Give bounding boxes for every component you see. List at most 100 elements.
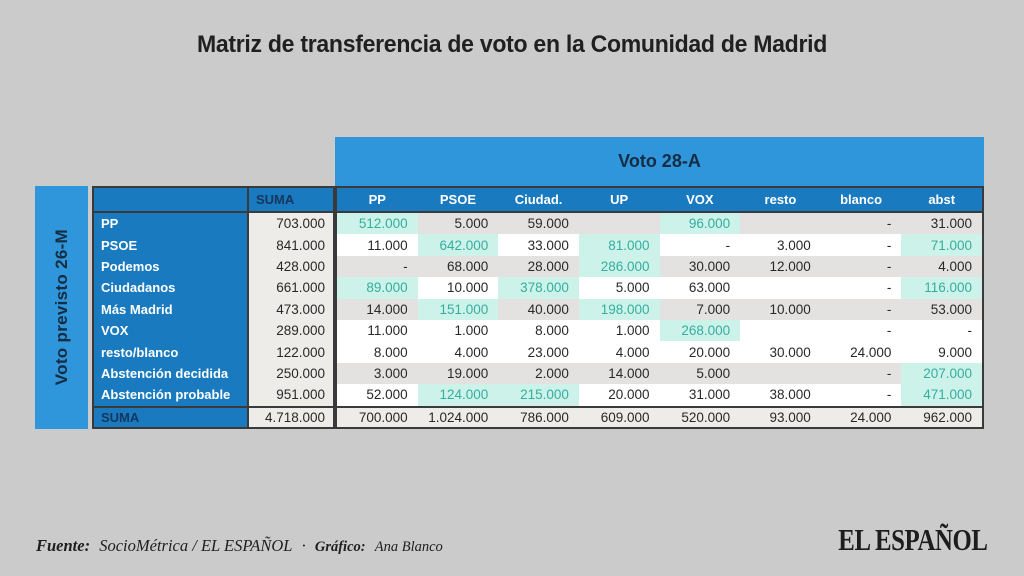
total-suma-value: 4.718.000 <box>247 405 333 428</box>
data-cell: 14.000 <box>578 362 660 385</box>
data-cell: 23.000 <box>498 341 579 363</box>
row-label-cell: PP <box>94 213 247 235</box>
row-label-cell: resto/blanco <box>94 341 247 363</box>
data-cell: 68.000 <box>417 255 499 278</box>
total-row-label: SUMA <box>94 405 247 428</box>
row-label-cell: Abstención probable <box>94 384 247 406</box>
source-credit-line: Fuente: SocioMétrica / EL ESPAÑOL · Gráf… <box>36 536 448 556</box>
data-cell: 24.000 <box>820 341 902 363</box>
voto-26m-band: Voto previsto 26-M <box>35 186 88 429</box>
data-cell: 512.000 <box>337 213 418 235</box>
suma-value-cell: 473.000 <box>247 298 333 320</box>
suma-value-cell: 289.000 <box>247 319 333 342</box>
suma-value-cell: 661.000 <box>247 277 333 299</box>
el-espanol-logo: EL ESPAÑOL <box>838 522 989 557</box>
total-value-cell: 520.000 <box>659 405 741 428</box>
data-cell <box>578 213 660 235</box>
row-label-cell: Ciudadanos <box>94 277 247 299</box>
source-value: SocioMétrica / EL ESPAÑOL <box>99 536 293 555</box>
data-cell: 268.000 <box>659 319 741 342</box>
row-label-cell: PSOE <box>94 234 247 256</box>
data-cell: 642.000 <box>417 234 499 256</box>
data-cell: 19.000 <box>417 362 499 385</box>
data-cell: 31.000 <box>659 384 741 406</box>
row-label-cell: Más Madrid <box>94 298 247 320</box>
data-cell: 1.000 <box>578 319 660 342</box>
source-label: Fuente: <box>36 536 91 555</box>
column-header-cell: UP <box>578 188 660 213</box>
suma-value-cell: 951.000 <box>247 384 333 406</box>
data-cell: 28.000 <box>498 255 579 278</box>
data-cell: 53.000 <box>901 298 982 320</box>
data-cell: 4.000 <box>901 255 982 278</box>
row-label-cell: Abstención decidida <box>94 362 247 385</box>
data-cell: 31.000 <box>901 213 982 235</box>
data-cell: 4.000 <box>417 341 499 363</box>
suma-value-cell: 250.000 <box>247 362 333 385</box>
data-cell: 215.000 <box>498 384 579 406</box>
data-cell: 96.000 <box>659 213 741 235</box>
suma-value-cell: 703.000 <box>247 213 333 235</box>
data-cell: 89.000 <box>337 277 418 299</box>
data-cell: 63.000 <box>659 277 741 299</box>
data-cell: 71.000 <box>901 234 982 256</box>
suma-value-cell: 122.000 <box>247 341 333 363</box>
data-cell: - <box>820 213 902 235</box>
data-cell: - <box>820 298 902 320</box>
data-cell: 30.000 <box>659 255 741 278</box>
data-cell: 52.000 <box>337 384 418 406</box>
column-header-cell: PP <box>337 188 418 213</box>
separator-dot: · <box>301 536 306 555</box>
total-value-cell: 93.000 <box>740 405 821 428</box>
data-cell: - <box>820 255 902 278</box>
data-cell: 38.000 <box>740 384 821 406</box>
corner-cell <box>94 188 247 213</box>
data-cell <box>740 213 821 235</box>
right-block: PP PSOE Ciudad. UP VOX resto blanco abst 512.000… <box>335 186 984 430</box>
data-cell: 10.000 <box>417 277 499 299</box>
data-cell: 11.000 <box>337 234 418 256</box>
data-cell: 33.000 <box>498 234 579 256</box>
data-cell: 30.000 <box>740 341 821 363</box>
data-cell: 198.000 <box>578 298 660 320</box>
data-cell: 8.000 <box>337 341 418 363</box>
data-cell: - <box>820 319 902 342</box>
data-cell: 207.000 <box>901 362 982 385</box>
credit-value: Ana Blanco <box>374 539 443 555</box>
column-header-cell: Ciudad. <box>498 188 579 213</box>
voto-28a-label: Voto 28-A <box>618 151 701 171</box>
data-cell: 151.000 <box>417 298 499 320</box>
left-block: SUMA PP 703.000 PSOE 841.000 Podemos 428.000 Ci… <box>92 186 335 430</box>
data-cell: - <box>820 384 902 406</box>
data-cell: 5.000 <box>578 277 660 299</box>
data-cell: - <box>659 234 741 256</box>
suma-column-header: SUMA <box>247 188 333 213</box>
column-header-cell: blanco <box>820 188 902 213</box>
total-value-cell: 1.024.000 <box>417 405 499 428</box>
column-header-cell: PSOE <box>417 188 499 213</box>
total-value-cell: 609.000 <box>578 405 660 428</box>
data-cell: - <box>820 234 902 256</box>
column-header-cell: VOX <box>659 188 741 213</box>
data-cell: 81.000 <box>578 234 660 256</box>
total-value-cell: 24.000 <box>820 405 902 428</box>
data-cell: 378.000 <box>498 277 579 299</box>
column-header-cell: abst <box>901 188 982 213</box>
column-header-cell: resto <box>740 188 821 213</box>
data-cell: 1.000 <box>417 319 499 342</box>
data-cell <box>740 319 821 342</box>
row-label-cell: VOX <box>94 319 247 342</box>
data-cell: 11.000 <box>337 319 418 342</box>
data-cell: 5.000 <box>659 362 741 385</box>
total-value-cell: 700.000 <box>337 405 418 428</box>
suma-value-cell: 428.000 <box>247 255 333 278</box>
data-cell: 40.000 <box>498 298 579 320</box>
data-cell: 59.000 <box>498 213 579 235</box>
credit-label: Gráfico: <box>314 539 366 555</box>
data-cell <box>740 362 821 385</box>
voto-26m-label: Voto previsto 26-M <box>51 229 71 386</box>
data-cell: 2.000 <box>498 362 579 385</box>
data-cell: 3.000 <box>337 362 418 385</box>
data-cell: 14.000 <box>337 298 418 320</box>
